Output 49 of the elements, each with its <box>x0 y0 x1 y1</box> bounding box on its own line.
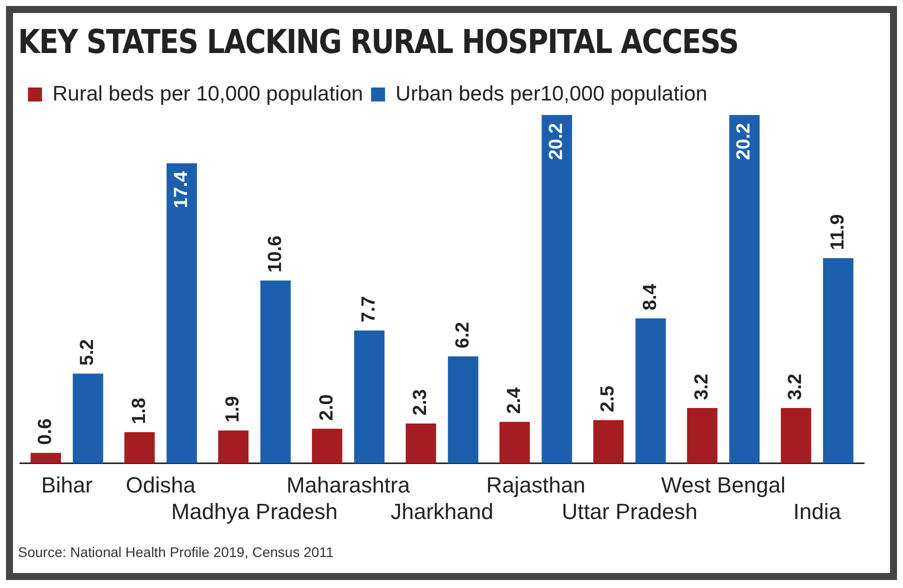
bar <box>260 280 291 464</box>
x-tick-label: West Bengal <box>661 472 786 498</box>
bar <box>499 422 530 464</box>
data-label: 17.4 <box>171 170 192 208</box>
bar <box>124 432 155 464</box>
data-label: 1.8 <box>128 398 150 424</box>
bar <box>166 163 197 464</box>
data-label: 20.2 <box>734 123 755 160</box>
bar <box>593 420 624 464</box>
data-label: 6.2 <box>452 322 474 348</box>
data-label: 3.2 <box>691 374 712 400</box>
bar <box>354 330 385 464</box>
source-note: Source: National Health Profile 2019, Census 2011 <box>18 544 334 560</box>
bar <box>542 115 572 464</box>
x-tick-label: Maharashtra <box>286 472 411 498</box>
data-label: 5.2 <box>77 339 98 366</box>
x-tick-label: Jharkhand <box>390 498 494 524</box>
legend-label: Rural beds per 10,000 population <box>52 82 364 106</box>
bar <box>218 430 249 464</box>
bar <box>729 115 760 464</box>
data-label: 3.2 <box>785 374 806 400</box>
bar <box>687 408 718 464</box>
data-label: 2.0 <box>316 394 338 421</box>
bar <box>30 452 61 464</box>
bar <box>406 424 436 464</box>
x-tick-label: Madhya Pradesh <box>171 498 338 524</box>
data-label: 20.2 <box>546 123 568 160</box>
bar <box>823 258 854 464</box>
data-label: 7.7 <box>358 296 380 322</box>
x-tick-label: Rajasthan <box>486 472 586 498</box>
data-label: 2.5 <box>598 385 619 412</box>
data-label: 11.9 <box>827 214 848 250</box>
data-label: 0.6 <box>35 418 56 445</box>
bar <box>448 356 478 464</box>
x-tick-label: Bihar <box>41 472 93 498</box>
chart-title: KEY STATES LACKING RURAL HOSPITAL ACCESS <box>18 22 738 61</box>
data-label: 1.9 <box>222 396 244 422</box>
bar <box>780 408 812 464</box>
x-tick-label: Uttar Pradesh <box>562 498 698 524</box>
data-label: 2.4 <box>504 386 525 414</box>
bar <box>312 428 342 464</box>
bar <box>72 374 104 464</box>
x-tick-label: India <box>793 498 842 524</box>
data-label: 10.6 <box>264 235 286 272</box>
x-tick-label: Odisha <box>126 472 196 498</box>
data-label: 2.3 <box>410 389 432 416</box>
bar <box>635 318 666 464</box>
legend-label: Urban beds per10,000 population <box>396 82 708 106</box>
data-label: 8.4 <box>640 284 661 310</box>
